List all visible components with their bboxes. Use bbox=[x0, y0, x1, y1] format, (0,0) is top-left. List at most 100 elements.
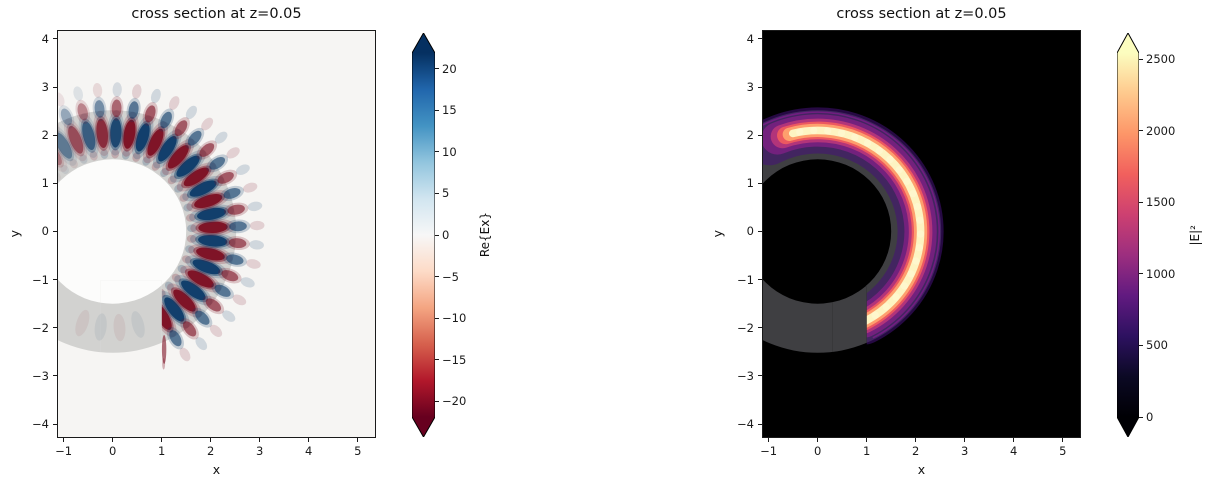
y-tick-label: −1 bbox=[737, 272, 754, 287]
x-tick-label: 2 bbox=[207, 444, 215, 458]
x-tick-mark bbox=[308, 438, 310, 442]
y-tick-mark bbox=[53, 134, 57, 136]
y-tick-mark bbox=[53, 86, 57, 88]
colorbar-tick-mark bbox=[435, 276, 439, 278]
x-tick-mark bbox=[1062, 438, 1064, 442]
colorbar-tick-mark bbox=[1139, 201, 1143, 203]
plot-area-right bbox=[762, 30, 1081, 438]
x-tick-label: 2 bbox=[912, 444, 920, 458]
colorbar-tick-label: 15 bbox=[442, 103, 457, 118]
y-tick-mark bbox=[758, 327, 762, 329]
y-tick-label: −3 bbox=[737, 368, 754, 383]
plot-area-left bbox=[57, 30, 376, 438]
colorbar-tick-label: 0 bbox=[442, 228, 450, 242]
y-tick-label: −4 bbox=[737, 417, 754, 431]
colorbar-tick-label: −20 bbox=[442, 394, 467, 409]
y-tick-mark bbox=[758, 375, 762, 377]
colorbar-gradient-bar bbox=[1116, 31, 1140, 439]
colorbar-tick-label: 20 bbox=[442, 61, 457, 76]
x-tick-mark bbox=[357, 438, 359, 442]
x-tick-label: 5 bbox=[1059, 444, 1067, 458]
y-tick-label: 4 bbox=[41, 31, 49, 46]
colorbar-tick-label: 5 bbox=[442, 186, 450, 201]
colorbar-gradient-bar bbox=[411, 31, 436, 439]
x-tick-label: 1 bbox=[863, 444, 871, 458]
colorbar-tick-mark bbox=[1139, 416, 1143, 418]
colorbar-tick-mark bbox=[435, 234, 439, 236]
y-tick-label: 2 bbox=[746, 128, 754, 143]
colorbar-tick-label: −10 bbox=[442, 311, 467, 326]
y-tick-mark bbox=[53, 279, 57, 281]
colorbar-tick-label: −5 bbox=[442, 269, 459, 284]
x-tick-mark bbox=[63, 438, 65, 442]
x-tick-mark bbox=[259, 438, 261, 442]
colorbar-tick-label: 1000 bbox=[1146, 266, 1176, 281]
x-tick-mark bbox=[1013, 438, 1015, 442]
colorbar-tick-mark bbox=[435, 192, 439, 194]
colorbar-intensity bbox=[1116, 31, 1140, 441]
y-tick-mark bbox=[53, 38, 57, 40]
x-axis-label-right: x bbox=[917, 462, 926, 477]
y-tick-label: 1 bbox=[41, 176, 49, 191]
y-tick-mark bbox=[758, 230, 762, 232]
y-tick-mark bbox=[53, 327, 57, 329]
x-tick-label: 1 bbox=[158, 444, 166, 458]
y-tick-label: −2 bbox=[737, 320, 754, 335]
x-axis-label-left: x bbox=[212, 462, 221, 477]
y-tick-mark bbox=[758, 86, 762, 88]
colorbar-tick-mark bbox=[435, 359, 439, 361]
x-tick-mark bbox=[112, 438, 114, 442]
y-tick-label: 2 bbox=[41, 128, 49, 143]
y-tick-mark bbox=[53, 182, 57, 184]
x-tick-label: 5 bbox=[354, 444, 362, 458]
colorbar-tick-label: 2000 bbox=[1146, 123, 1176, 138]
y-tick-label: 3 bbox=[746, 80, 754, 95]
y-tick-label: −3 bbox=[32, 368, 49, 383]
y-tick-label: −1 bbox=[32, 272, 49, 287]
y-tick-label: −4 bbox=[32, 417, 49, 431]
x-tick-label: 3 bbox=[961, 444, 969, 458]
x-tick-mark bbox=[210, 438, 212, 442]
colorbar-tick-mark bbox=[435, 317, 439, 319]
colorbar-tick-label: 0 bbox=[1146, 410, 1154, 424]
y-tick-mark bbox=[53, 230, 57, 232]
x-tick-label: 3 bbox=[256, 444, 264, 458]
plot-title-left: cross section at z=0.05 bbox=[131, 6, 302, 22]
colorbar-tick-mark bbox=[1139, 273, 1143, 275]
field-heatmap-canvas-re-ex bbox=[58, 31, 375, 437]
x-tick-mark bbox=[161, 438, 163, 442]
colorbar-tick-label: −15 bbox=[442, 352, 467, 367]
x-tick-label: 0 bbox=[813, 444, 822, 458]
colorbar-tick-label: 1500 bbox=[1146, 195, 1176, 210]
field-heatmap-canvas-intensity bbox=[763, 31, 1080, 437]
colorbar-label-intensity: |E|² bbox=[1188, 224, 1202, 246]
colorbar-tick-mark bbox=[1139, 130, 1143, 132]
y-tick-mark bbox=[758, 134, 762, 136]
x-tick-mark bbox=[768, 438, 770, 442]
y-tick-mark bbox=[758, 279, 762, 281]
x-tick-label: 4 bbox=[305, 444, 313, 458]
colorbar-tick-label: 2500 bbox=[1146, 52, 1176, 67]
x-tick-label: 0 bbox=[108, 444, 117, 458]
y-tick-label: 0 bbox=[41, 224, 49, 239]
y-tick-label: 3 bbox=[41, 80, 49, 95]
x-tick-label: −1 bbox=[760, 444, 778, 458]
y-tick-mark bbox=[758, 423, 762, 425]
y-tick-mark bbox=[53, 423, 57, 425]
colorbar-re-ex bbox=[411, 31, 436, 441]
y-tick-mark bbox=[758, 38, 762, 40]
y-tick-label: 4 bbox=[746, 31, 754, 46]
x-tick-mark bbox=[915, 438, 917, 442]
y-tick-label: −2 bbox=[32, 320, 49, 335]
x-tick-label: −1 bbox=[55, 444, 73, 458]
colorbar-tick-mark bbox=[1139, 58, 1143, 60]
x-tick-mark bbox=[964, 438, 966, 442]
colorbar-tick-label: 500 bbox=[1146, 338, 1168, 353]
colorbar-tick-label: 10 bbox=[442, 144, 457, 159]
y-tick-mark bbox=[53, 375, 57, 377]
x-tick-mark bbox=[866, 438, 868, 442]
colorbar-tick-mark bbox=[435, 109, 439, 111]
colorbar-tick-mark bbox=[435, 68, 439, 70]
colorbar-tick-mark bbox=[435, 151, 439, 153]
